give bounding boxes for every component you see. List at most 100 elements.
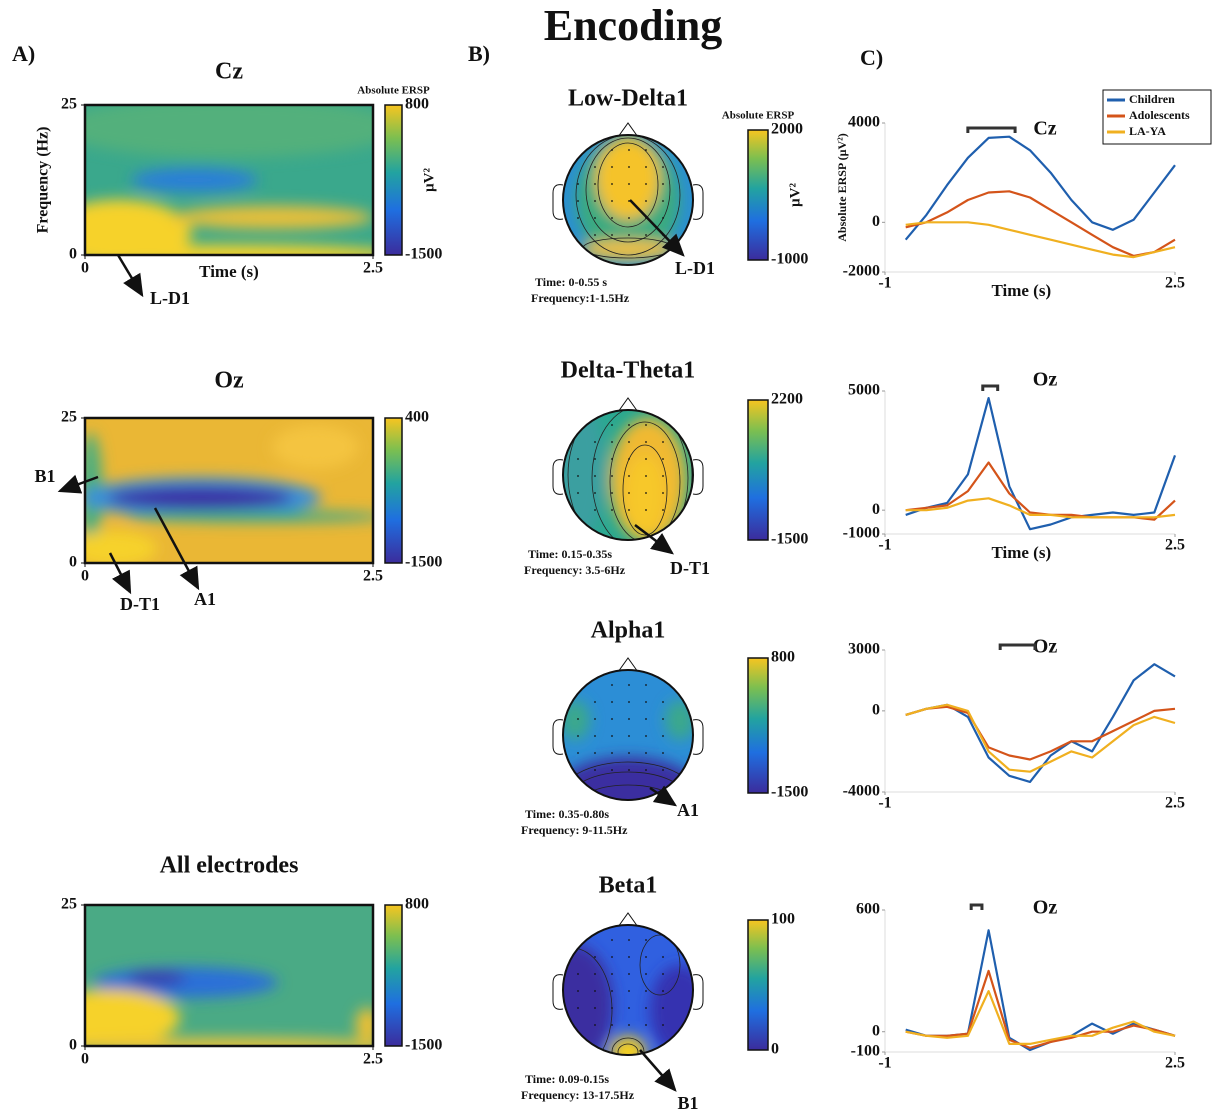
electrode bbox=[662, 735, 664, 737]
x-axis-label: Time (s) bbox=[199, 262, 259, 281]
topomap-blobs bbox=[563, 410, 686, 540]
head-ear bbox=[552, 974, 564, 1010]
colorbar bbox=[747, 657, 769, 794]
y-axis-label: Frequency (Hz) bbox=[35, 127, 52, 234]
chart-title: Oz bbox=[1033, 636, 1058, 658]
electrode bbox=[611, 424, 613, 426]
heatmap-region bbox=[85, 531, 157, 563]
y-tick-label: 25 bbox=[61, 409, 77, 426]
colorbar bbox=[747, 399, 769, 541]
topomap-image bbox=[563, 135, 693, 265]
topomap-image bbox=[563, 670, 693, 800]
map-info: Frequency:1-1.5Hz bbox=[531, 291, 630, 305]
series-line bbox=[905, 663, 1176, 783]
series-line bbox=[905, 990, 1176, 1045]
electrode bbox=[611, 752, 613, 754]
electrode bbox=[628, 217, 630, 219]
x-tick-label: 2.5 bbox=[363, 1051, 383, 1068]
x-tick-label: 2.5 bbox=[363, 568, 383, 585]
head-ear bbox=[692, 459, 704, 495]
y-tick-label: 0 bbox=[872, 702, 880, 719]
x-tick-label: 2.5 bbox=[1165, 275, 1185, 292]
heatmap-region bbox=[171, 205, 373, 230]
colorbar-tick-label: 100 bbox=[771, 911, 795, 928]
colorbar bbox=[747, 919, 769, 1051]
electrode bbox=[645, 1024, 647, 1026]
legend-label: Adolescents bbox=[1129, 108, 1190, 122]
contour bbox=[597, 142, 659, 228]
heatmap-image bbox=[85, 105, 373, 255]
x-tick-label: 2.5 bbox=[1165, 795, 1185, 812]
chart-title: Oz bbox=[1033, 369, 1058, 391]
head-nose bbox=[617, 122, 639, 138]
colorbar-tick-label: -1500 bbox=[405, 246, 442, 263]
electrode bbox=[628, 973, 630, 975]
x-tick-label: -1 bbox=[878, 275, 891, 292]
electrode bbox=[611, 701, 613, 703]
electrode bbox=[594, 475, 596, 477]
electrode bbox=[645, 735, 647, 737]
x-tick-label: 2.5 bbox=[1165, 537, 1185, 554]
heatmap-region bbox=[85, 199, 192, 255]
electrode bbox=[628, 234, 630, 236]
y-tick-label: 0 bbox=[69, 246, 77, 263]
colorbar-tick-label: -1500 bbox=[405, 1037, 442, 1054]
topomap-region bbox=[625, 455, 665, 535]
colorbar-tick-label: -1500 bbox=[771, 531, 808, 548]
electrode bbox=[628, 735, 630, 737]
significance-bar bbox=[981, 384, 1000, 391]
contour bbox=[611, 1037, 645, 1055]
electrode bbox=[662, 509, 664, 511]
arrow bbox=[153, 507, 200, 591]
electrode bbox=[594, 769, 596, 771]
electrode bbox=[662, 956, 664, 958]
head-ear bbox=[692, 974, 704, 1010]
chart-title: Oz bbox=[1033, 897, 1058, 919]
electrode bbox=[662, 217, 664, 219]
electrode bbox=[628, 183, 630, 185]
panel-label: B) bbox=[468, 41, 490, 66]
map-info: Time: 0.35-0.80s bbox=[525, 807, 609, 821]
electrode bbox=[645, 492, 647, 494]
legend-label: Children bbox=[1129, 92, 1175, 106]
electrode bbox=[628, 718, 630, 720]
map-title: Low-Delta1 bbox=[568, 86, 688, 112]
colorbar bbox=[384, 417, 403, 564]
electrode bbox=[611, 1024, 613, 1026]
electrode bbox=[577, 183, 579, 185]
electrode bbox=[611, 990, 613, 992]
contour bbox=[577, 784, 679, 800]
annotation: A1 bbox=[677, 800, 699, 820]
electrode bbox=[662, 752, 664, 754]
head-ear bbox=[692, 184, 704, 220]
x-tick-label: 0 bbox=[81, 1051, 89, 1068]
annotation: L-D1 bbox=[675, 258, 715, 278]
electrode bbox=[645, 973, 647, 975]
heatmap-region bbox=[131, 168, 258, 192]
head-outline bbox=[562, 409, 694, 541]
electrode bbox=[662, 701, 664, 703]
panel-title: Cz bbox=[215, 59, 243, 85]
map-info: Time: 0-0.55 s bbox=[535, 275, 607, 289]
colorbar bbox=[384, 904, 403, 1047]
electrode bbox=[662, 183, 664, 185]
heatmap-region bbox=[128, 971, 186, 986]
head-outline bbox=[562, 669, 694, 801]
series-line bbox=[905, 397, 1177, 531]
electrode bbox=[662, 475, 664, 477]
arrow bbox=[639, 1049, 677, 1092]
electrode bbox=[611, 735, 613, 737]
colorbar bbox=[747, 129, 769, 261]
contour bbox=[585, 137, 671, 243]
heatmap-region bbox=[85, 105, 373, 158]
electrode bbox=[628, 701, 630, 703]
electrode bbox=[611, 149, 613, 151]
series-line bbox=[905, 969, 1176, 1049]
colorbar-tick-label: 2200 bbox=[771, 391, 803, 408]
electrode bbox=[662, 441, 664, 443]
head-ear bbox=[552, 184, 564, 220]
electrode bbox=[628, 990, 630, 992]
heatmap-region bbox=[85, 244, 373, 255]
electrode bbox=[611, 217, 613, 219]
electrode bbox=[645, 149, 647, 151]
